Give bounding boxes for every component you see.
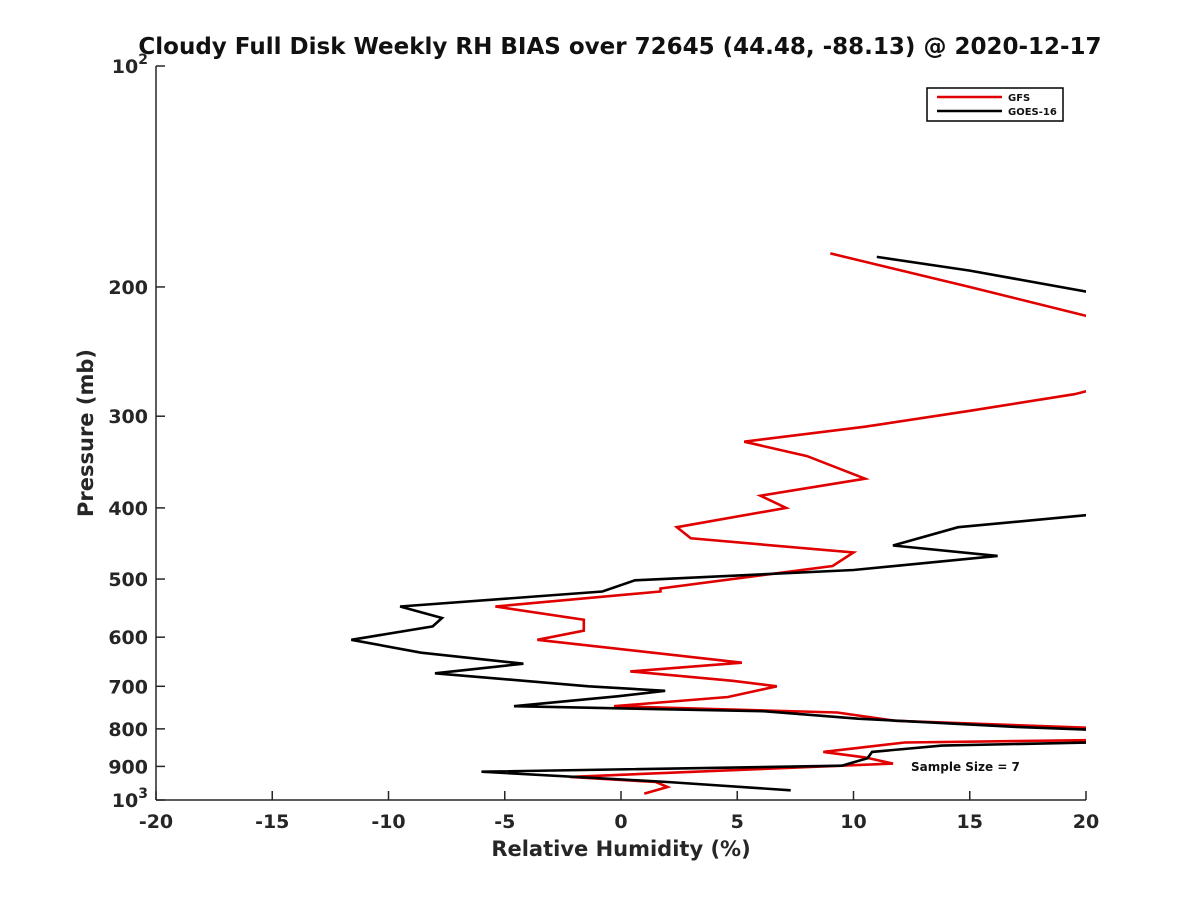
x-tick-label: -5 (494, 811, 515, 833)
sample-size-annotation: Sample Size = 7 (911, 760, 1020, 774)
series-line-goes16 (481, 741, 1086, 792)
y-tick-label: 200 (108, 277, 148, 299)
y-tick-label: 700 (108, 676, 148, 698)
y-tick-label: 900 (108, 756, 148, 778)
y-tick-label: 600 (108, 627, 148, 649)
x-tick-label: -20 (139, 811, 173, 833)
x-tick-label: 10 (840, 811, 866, 833)
series-line-gfs (829, 252, 1086, 318)
y-tick-label: 800 (108, 719, 148, 741)
x-tick-label: 15 (957, 811, 983, 833)
y-tick-label: 500 (108, 569, 148, 591)
x-tick-label: 0 (614, 811, 627, 833)
legend-label-goes16: GOES-16 (1008, 107, 1057, 118)
x-tick-label: -10 (371, 811, 405, 833)
y-tick-label: 400 (108, 498, 148, 520)
chart-title: Cloudy Full Disk Weekly RH BIAS over 726… (138, 34, 1101, 60)
y-tick-label: 300 (108, 406, 148, 428)
series-layer (351, 252, 1086, 795)
x-tick-label: 5 (731, 811, 744, 833)
legend-box (926, 87, 1064, 122)
series-line-gfs (495, 389, 1086, 729)
series-line-gfs (569, 738, 1086, 795)
y-tick-label: 103 (112, 786, 148, 812)
legend-label-gfs: GFS (1008, 93, 1030, 104)
axes: -20 -15 -10 -5 0 5 10 15 20 102 200 300 400 500 600 700… (74, 52, 1099, 861)
series-line-goes16 (876, 255, 1086, 293)
y-tick-label: 102 (112, 52, 148, 78)
series-line-goes16 (351, 513, 1086, 731)
legend: GFS GOES-16 (926, 87, 1064, 122)
y-axis-label: Pressure (mb) (74, 349, 98, 517)
x-tick-label: 20 (1073, 811, 1099, 833)
x-axis-label: Relative Humidity (%) (491, 837, 750, 861)
x-tick-label: -15 (255, 811, 289, 833)
